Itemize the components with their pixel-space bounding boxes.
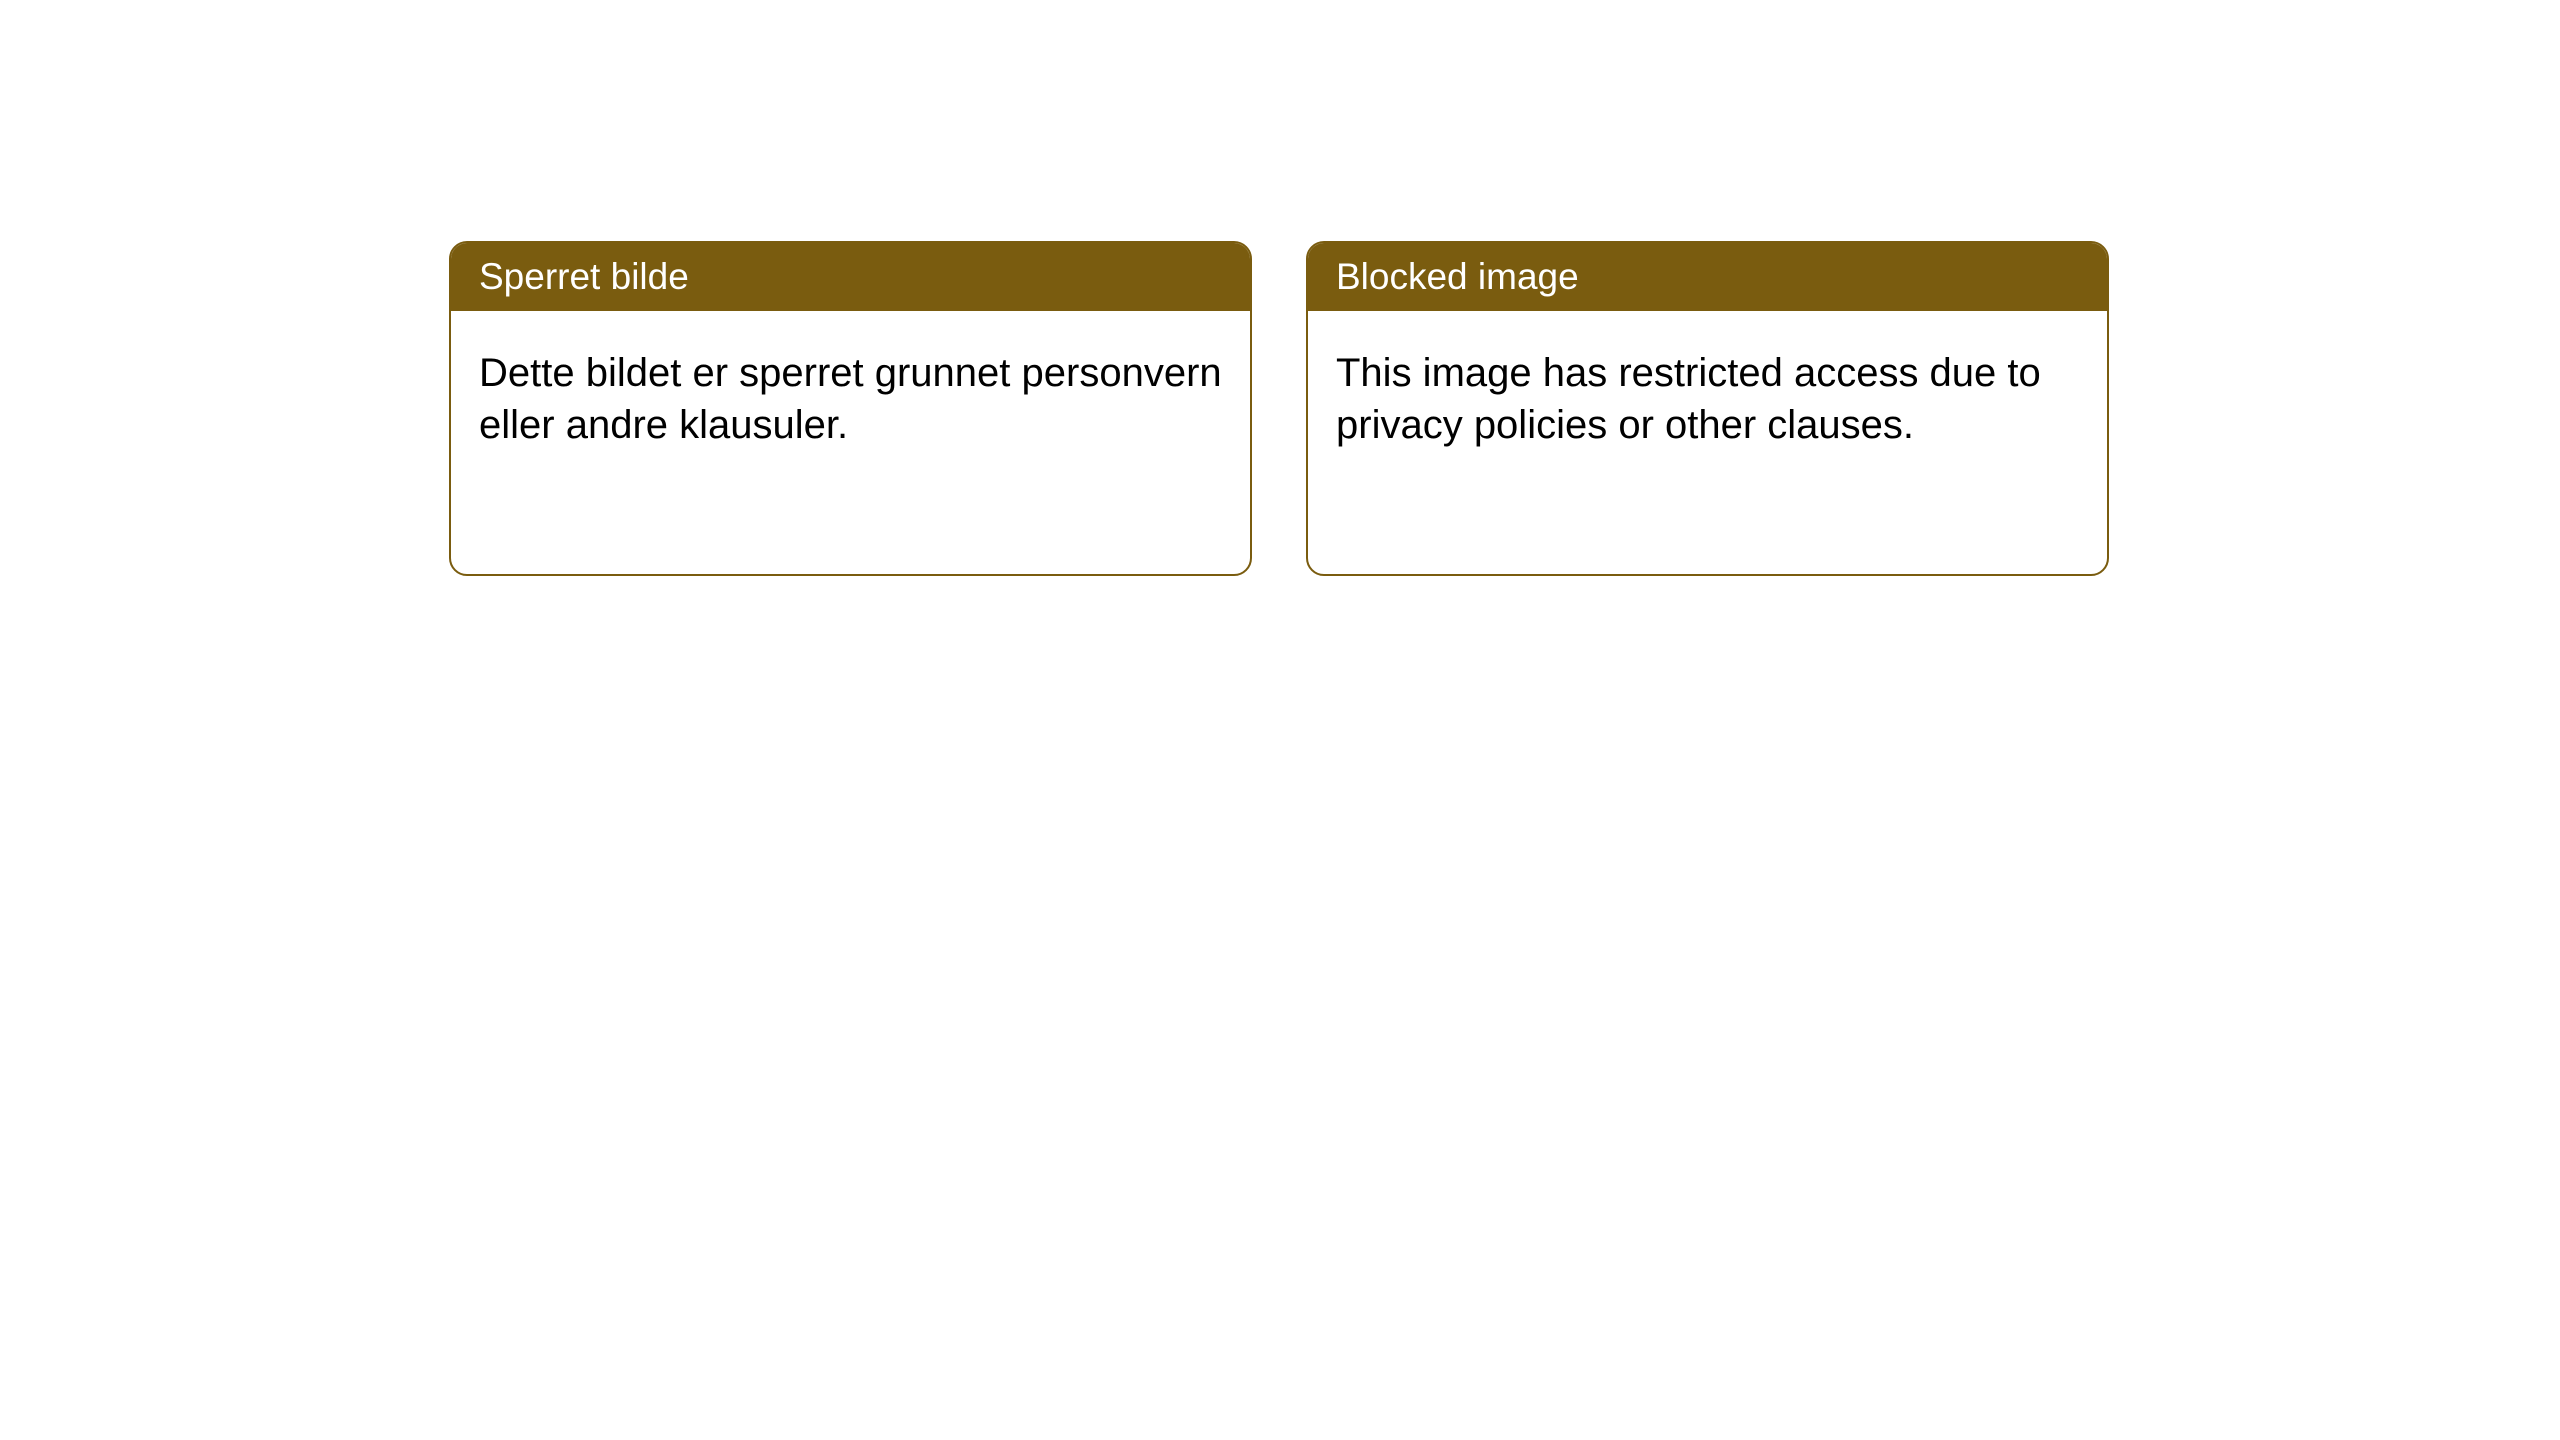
notice-text-norwegian: Dette bildet er sperret grunnet personve…: [479, 351, 1222, 447]
notice-text-english: This image has restricted access due to …: [1336, 351, 2041, 447]
notice-container: Sperret bilde Dette bildet er sperret gr…: [449, 241, 2109, 576]
notice-title-english: Blocked image: [1336, 256, 1579, 297]
notice-header-english: Blocked image: [1308, 243, 2107, 311]
notice-body-norwegian: Dette bildet er sperret grunnet personve…: [451, 311, 1250, 487]
notice-card-norwegian: Sperret bilde Dette bildet er sperret gr…: [449, 241, 1252, 576]
notice-body-english: This image has restricted access due to …: [1308, 311, 2107, 487]
notice-card-english: Blocked image This image has restricted …: [1306, 241, 2109, 576]
notice-header-norwegian: Sperret bilde: [451, 243, 1250, 311]
notice-title-norwegian: Sperret bilde: [479, 256, 689, 297]
